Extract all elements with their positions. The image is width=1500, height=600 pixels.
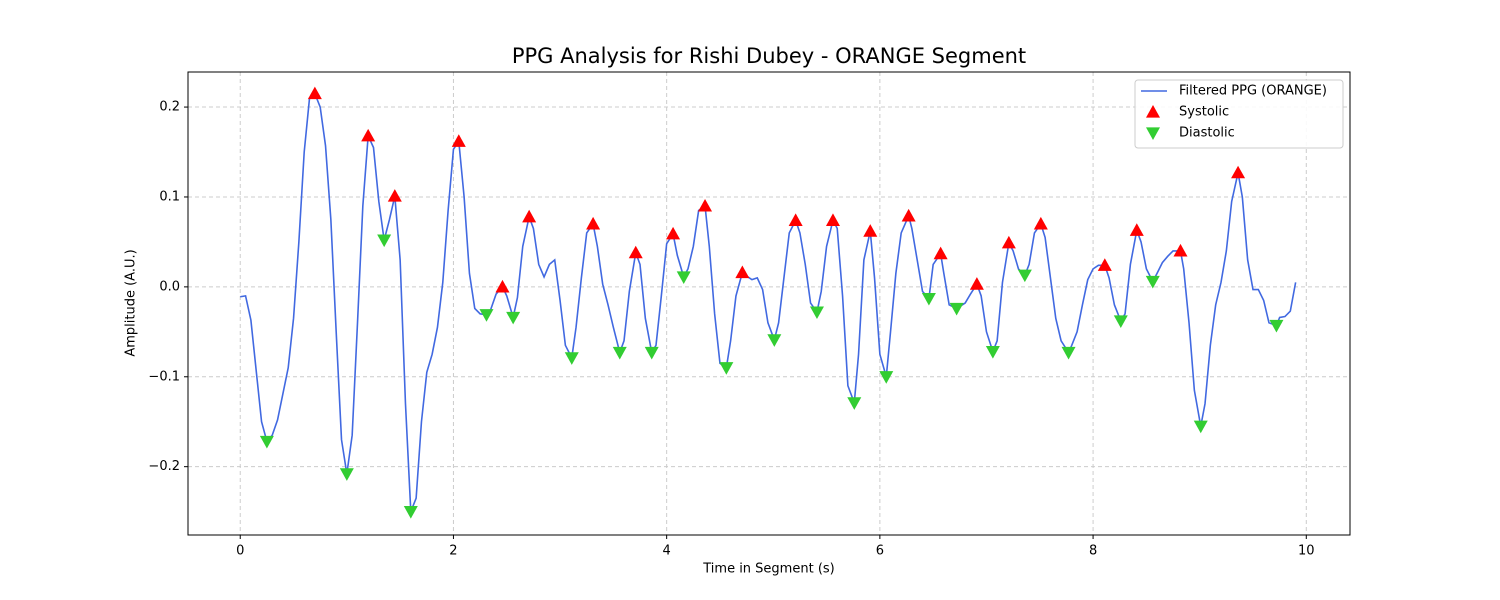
diastolic-marker: [719, 362, 734, 375]
diastolic-marker: [767, 334, 782, 347]
legend-label: Filtered PPG (ORANGE): [1179, 84, 1327, 99]
systolic-marker: [1097, 258, 1112, 271]
diastolic-marker: [612, 346, 627, 360]
diastolic-marker: [921, 292, 936, 306]
diastolic-marker: [479, 309, 494, 322]
systolic-marker: [586, 216, 601, 230]
diastolic-marker: [1193, 420, 1208, 434]
systolic-marker: [698, 198, 713, 212]
systolic-marker: [969, 277, 984, 290]
systolic-marker: [666, 226, 681, 240]
diastolic-marker: [1061, 346, 1076, 360]
legend-marker: [1146, 105, 1160, 118]
diastolic-marker: [676, 271, 691, 284]
plot-frame: [187, 71, 1351, 536]
legend-label: Diastolic: [1179, 126, 1235, 141]
systolic-marker: [451, 134, 466, 147]
x-axis-label: Time in Segment (s): [702, 562, 834, 577]
diastolic-marker: [1017, 269, 1032, 283]
diastolic-marker: [259, 435, 274, 449]
systolic-marker: [1129, 223, 1144, 236]
systolic-marker: [361, 128, 376, 142]
y-tick-label: 0.0: [159, 279, 180, 294]
diastolic-marker: [1269, 319, 1284, 333]
systolic-marker: [1173, 243, 1188, 257]
systolic-marker: [1231, 165, 1246, 179]
y-axis-label: Amplitude (A.U.): [124, 249, 139, 356]
systolic-marker: [1001, 235, 1016, 249]
legend-marker: [1146, 127, 1160, 140]
diastolic-marker: [339, 468, 354, 481]
x-tick-label: 2: [449, 544, 457, 559]
systolic-marker: [788, 213, 803, 226]
systolic-marker: [901, 208, 916, 222]
diastolic-marker: [403, 506, 418, 519]
systolic-marker: [1033, 216, 1048, 230]
systolic-marker: [863, 224, 878, 237]
x-tick-label: 4: [663, 544, 671, 559]
systolic-marker: [628, 245, 643, 259]
diastolic-marker: [1145, 275, 1160, 289]
systolic-marker: [495, 279, 510, 293]
y-tick-label: −0.1: [148, 369, 180, 384]
y-tick-label: −0.2: [148, 459, 180, 474]
diastolic-marker: [847, 397, 862, 410]
x-tick-label: 0: [236, 544, 244, 559]
systolic-marker: [933, 246, 948, 260]
y-tick-label: 0.1: [159, 189, 180, 204]
systolic-marker: [387, 189, 402, 202]
diastolic-marker: [644, 346, 659, 360]
systolic-marker: [522, 209, 537, 223]
diastolic-marker: [506, 311, 521, 325]
chart-title: PPG Analysis for Rishi Dubey - ORANGE Se…: [512, 44, 1026, 68]
diastolic-marker: [985, 345, 1000, 359]
x-tick-label: 10: [1298, 544, 1315, 559]
diastolic-marker: [809, 306, 824, 320]
diastolic-marker: [564, 352, 579, 365]
diastolic-marker: [1113, 315, 1128, 329]
x-tick-label: 8: [1089, 544, 1097, 559]
diastolic-marker: [377, 234, 392, 248]
y-tick-label: 0.2: [159, 100, 180, 115]
diastolic-marker: [949, 302, 964, 316]
x-tick-label: 6: [876, 544, 884, 559]
systolic-marker: [825, 213, 840, 226]
legend-box: [1134, 79, 1344, 149]
systolic-marker: [307, 86, 322, 100]
legend-label: Systolic: [1179, 105, 1229, 120]
systolic-marker: [735, 265, 750, 279]
diastolic-marker: [879, 371, 894, 384]
